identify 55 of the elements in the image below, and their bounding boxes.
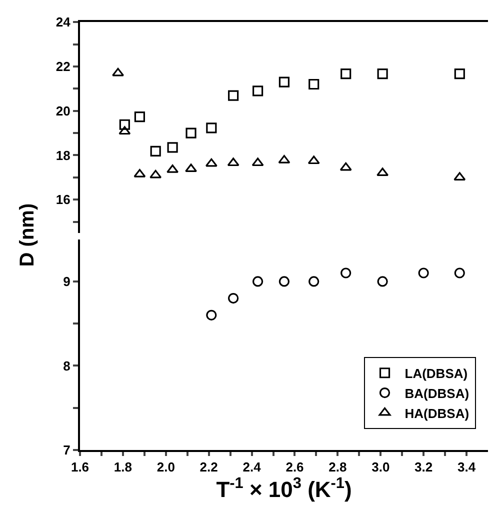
x-tick-label: 2.0 xyxy=(156,460,175,475)
point xyxy=(454,68,465,80)
y-tick-label: 24 xyxy=(56,14,72,30)
text: BA(DBSA) xyxy=(404,386,470,401)
point xyxy=(418,268,429,278)
point xyxy=(206,310,217,320)
point xyxy=(252,158,264,166)
x-tick-label: 3.0 xyxy=(372,460,390,475)
legend-label: HA(DBSA) xyxy=(404,406,470,421)
y-tick-label: 9 xyxy=(63,274,70,289)
point xyxy=(278,76,290,88)
x-tick-label: 3.2 xyxy=(414,460,433,475)
point xyxy=(227,158,240,166)
x-tick-label: 1.6 xyxy=(70,460,90,475)
y-tick-label: 22 xyxy=(56,59,70,74)
y-tick-label: 20 xyxy=(56,103,70,118)
point xyxy=(150,146,161,157)
x-tick-label: 3.4 xyxy=(457,460,476,475)
y-tick-label: 7 xyxy=(63,442,70,458)
y-tick-label: 16 xyxy=(56,192,70,208)
point xyxy=(377,276,388,287)
y-axis-title: D (nm) xyxy=(16,203,39,267)
point xyxy=(376,168,389,176)
point xyxy=(340,68,352,80)
point xyxy=(186,128,196,138)
y-tick-label: 18 xyxy=(56,148,70,163)
x-tick-label: 1.8 xyxy=(114,460,132,475)
point xyxy=(308,78,320,90)
point xyxy=(205,158,218,167)
point xyxy=(112,68,124,76)
point xyxy=(454,268,465,278)
point xyxy=(150,170,162,178)
point xyxy=(278,276,290,287)
x-tick-label: 2.2 xyxy=(200,460,218,475)
point xyxy=(340,162,352,171)
point xyxy=(340,268,352,278)
x-tick-label: 2.6 xyxy=(286,460,304,475)
point xyxy=(308,276,320,287)
point xyxy=(185,164,198,172)
point xyxy=(252,86,264,96)
x-axis-title: T$^{-1}$ × 10$^{3}$ (K$^{-1}$) xyxy=(216,474,352,502)
x-tick-label: 2.4 xyxy=(242,460,262,475)
x-tick-label: 2.8 xyxy=(328,460,347,475)
point xyxy=(118,126,131,135)
point xyxy=(377,68,388,80)
point xyxy=(228,293,239,304)
point xyxy=(228,90,239,101)
legend-label: LA(DBSA) xyxy=(404,366,468,381)
point xyxy=(206,122,217,134)
y-tick-label: 8 xyxy=(63,358,70,374)
point xyxy=(167,142,178,153)
point xyxy=(308,156,320,164)
point xyxy=(134,112,145,122)
point xyxy=(252,276,264,287)
point xyxy=(119,119,130,130)
